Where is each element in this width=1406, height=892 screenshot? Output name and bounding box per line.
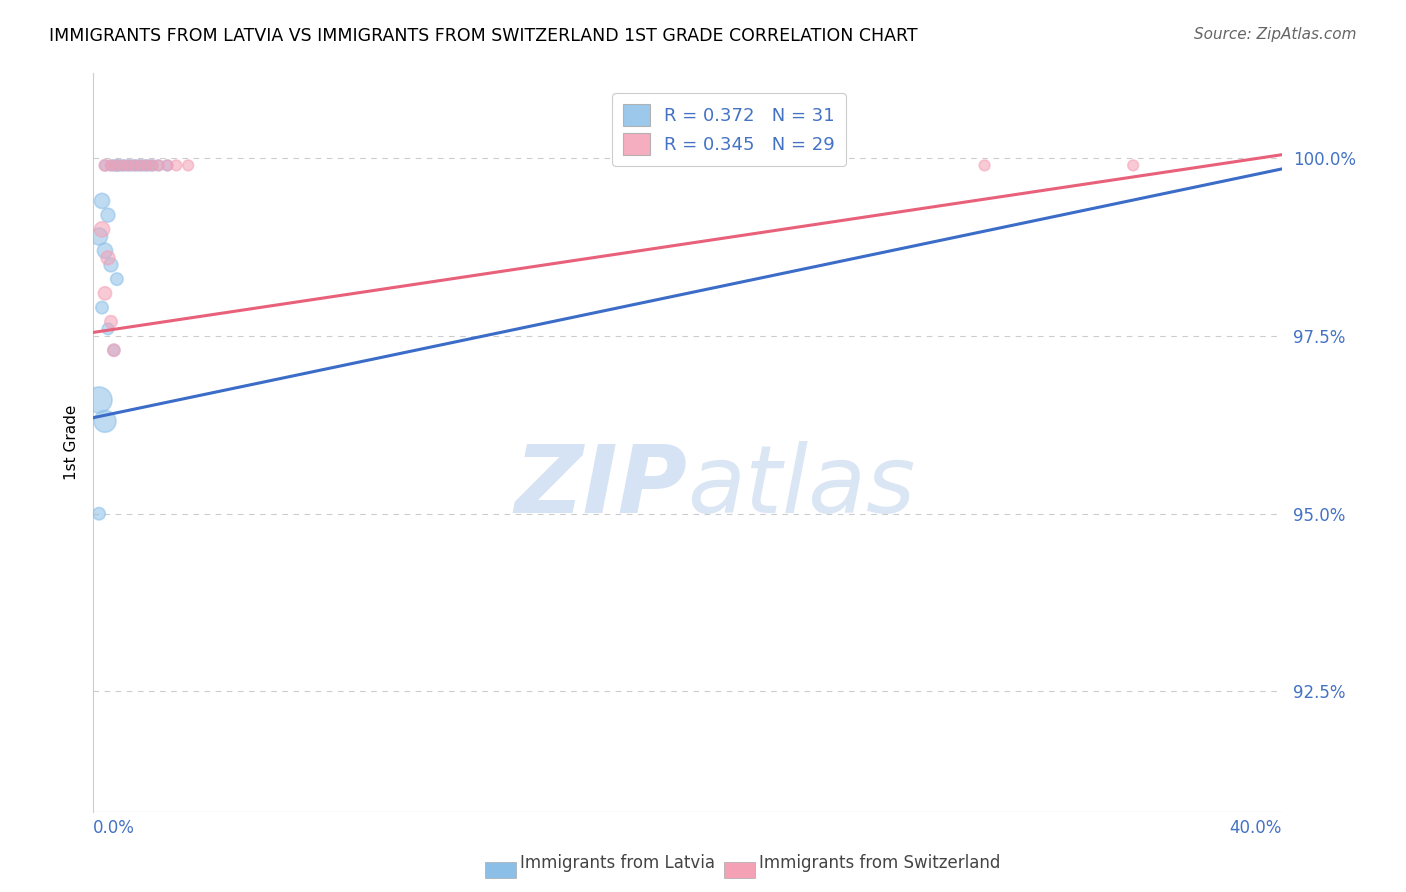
Text: 0.0%: 0.0% xyxy=(93,820,135,838)
Point xyxy=(100,158,122,172)
Point xyxy=(91,194,114,208)
Point xyxy=(87,392,110,407)
Point xyxy=(148,158,170,172)
Point xyxy=(114,158,136,172)
Point xyxy=(103,343,125,358)
Text: IMMIGRANTS FROM LATVIA VS IMMIGRANTS FROM SWITZERLAND 1ST GRADE CORRELATION CHAR: IMMIGRANTS FROM LATVIA VS IMMIGRANTS FRO… xyxy=(49,27,918,45)
Text: ZIP: ZIP xyxy=(515,441,688,533)
Point xyxy=(100,258,122,272)
Text: Immigrants from Latvia: Immigrants from Latvia xyxy=(520,855,716,872)
Point xyxy=(94,414,117,428)
Point xyxy=(129,158,152,172)
Point xyxy=(148,158,170,172)
Point xyxy=(100,315,122,329)
Point xyxy=(103,343,125,358)
Point xyxy=(156,158,179,172)
Point xyxy=(97,208,120,222)
Point xyxy=(105,158,128,172)
Point xyxy=(94,286,117,301)
Point xyxy=(132,158,155,172)
Point xyxy=(129,158,152,172)
Point xyxy=(91,222,114,236)
Point xyxy=(118,158,141,172)
Point xyxy=(87,507,110,521)
Point xyxy=(177,158,200,172)
Point xyxy=(138,158,160,172)
Point xyxy=(121,158,143,172)
Text: Immigrants from Switzerland: Immigrants from Switzerland xyxy=(759,855,1001,872)
Point xyxy=(124,158,146,172)
Point xyxy=(105,158,128,172)
Point xyxy=(111,158,134,172)
Point xyxy=(100,158,122,172)
Point xyxy=(118,158,141,172)
Point xyxy=(94,158,117,172)
Point xyxy=(141,158,163,172)
Point xyxy=(1122,158,1144,172)
Point xyxy=(973,158,995,172)
Point xyxy=(94,244,117,258)
Point xyxy=(97,322,120,336)
Point xyxy=(124,158,146,172)
Y-axis label: 1st Grade: 1st Grade xyxy=(65,405,79,480)
Point xyxy=(141,158,163,172)
Text: Source: ZipAtlas.com: Source: ZipAtlas.com xyxy=(1194,27,1357,42)
Text: atlas: atlas xyxy=(688,442,915,533)
Point xyxy=(165,158,187,172)
Point xyxy=(135,158,157,172)
Point xyxy=(111,158,134,172)
Point xyxy=(91,301,114,315)
Point xyxy=(135,158,157,172)
Text: 40.0%: 40.0% xyxy=(1229,820,1282,838)
Point xyxy=(103,158,125,172)
Point xyxy=(94,158,117,172)
Legend: R = 0.372   N = 31, R = 0.345   N = 29: R = 0.372 N = 31, R = 0.345 N = 29 xyxy=(612,93,846,166)
Point xyxy=(108,158,131,172)
Point xyxy=(105,272,128,286)
Point xyxy=(87,229,110,244)
Point xyxy=(156,158,179,172)
Point xyxy=(97,251,120,265)
Point xyxy=(127,158,149,172)
